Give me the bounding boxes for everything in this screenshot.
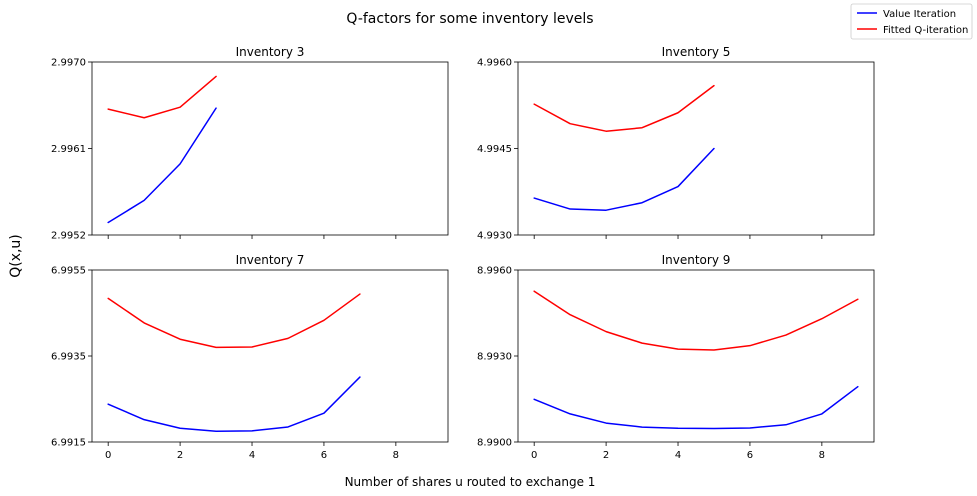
legend-box bbox=[850, 3, 973, 40]
series-line-fitted-q-iteration bbox=[533, 84, 715, 132]
y-tick-label: 6.9935 bbox=[51, 352, 86, 363]
figure-xlabel: Number of shares u routed to exchange 1 bbox=[345, 475, 596, 489]
x-tick-label: 8 bbox=[819, 450, 825, 461]
x-tick-label: 6 bbox=[747, 450, 753, 461]
subplot-inventory-3: Inventory 3 2.9952 2.9961 2.9970 bbox=[51, 45, 449, 242]
legend-label-value-iteration: Value Iteration bbox=[883, 9, 956, 20]
x-tick-label: 4 bbox=[249, 450, 255, 461]
subplot-inventory-9: Inventory 9 8.9900 8.9930 8.9960 0 2 4 6 8 bbox=[477, 253, 875, 461]
y-tick-label: 4.9930 bbox=[477, 231, 512, 242]
y-tick-label: 2.9970 bbox=[51, 58, 86, 69]
x-tick-label: 0 bbox=[105, 450, 111, 461]
y-tick-label: 8.9960 bbox=[477, 266, 512, 277]
x-tick-label: 6 bbox=[321, 450, 327, 461]
x-tick-label: 0 bbox=[531, 450, 537, 461]
figure-ylabel: Q(x,u) bbox=[8, 234, 24, 278]
series-line-fitted-q-iteration bbox=[107, 75, 217, 119]
y-tick-label: 6.9955 bbox=[51, 266, 86, 277]
series-line-value-iteration bbox=[533, 147, 715, 211]
series-line-value-iteration bbox=[107, 107, 217, 224]
legend-label-fitted-q-iteration: Fitted Q-iteration bbox=[883, 25, 968, 36]
series-line-value-iteration bbox=[533, 385, 859, 430]
axes-frame bbox=[91, 61, 449, 236]
subplot-title: Inventory 9 bbox=[662, 253, 731, 267]
y-tick-label: 8.9900 bbox=[477, 438, 512, 449]
subplot-title: Inventory 7 bbox=[236, 253, 305, 267]
series-line-fitted-q-iteration bbox=[533, 290, 859, 351]
subplot-inventory-5: Inventory 5 4.9930 4.9945 4.9960 bbox=[477, 45, 875, 242]
y-tick-label: 4.9960 bbox=[477, 58, 512, 69]
y-tick-label: 8.9930 bbox=[477, 352, 512, 363]
x-tick-label: 4 bbox=[675, 450, 681, 461]
x-tick-label: 8 bbox=[393, 450, 399, 461]
subplot-title: Inventory 5 bbox=[662, 45, 731, 59]
x-tick-label: 2 bbox=[603, 450, 609, 461]
x-tick-label: 2 bbox=[177, 450, 183, 461]
y-tick-label: 4.9945 bbox=[477, 144, 512, 155]
axes-frame bbox=[517, 269, 875, 443]
series-line-fitted-q-iteration bbox=[107, 293, 361, 349]
legend: Value Iteration Fitted Q-iteration bbox=[850, 3, 973, 40]
series-line-value-iteration bbox=[107, 376, 361, 432]
y-tick-label: 2.9952 bbox=[51, 231, 86, 242]
figure-title: Q-factors for some inventory levels bbox=[346, 11, 593, 27]
y-tick-label: 6.9915 bbox=[51, 438, 86, 449]
subplot-inventory-7: Inventory 7 6.9915 6.9935 6.9955 0 2 4 6 8 bbox=[51, 253, 449, 461]
y-tick-label: 2.9961 bbox=[51, 144, 86, 155]
subplot-title: Inventory 3 bbox=[236, 45, 305, 59]
axes-frame bbox=[91, 269, 449, 443]
